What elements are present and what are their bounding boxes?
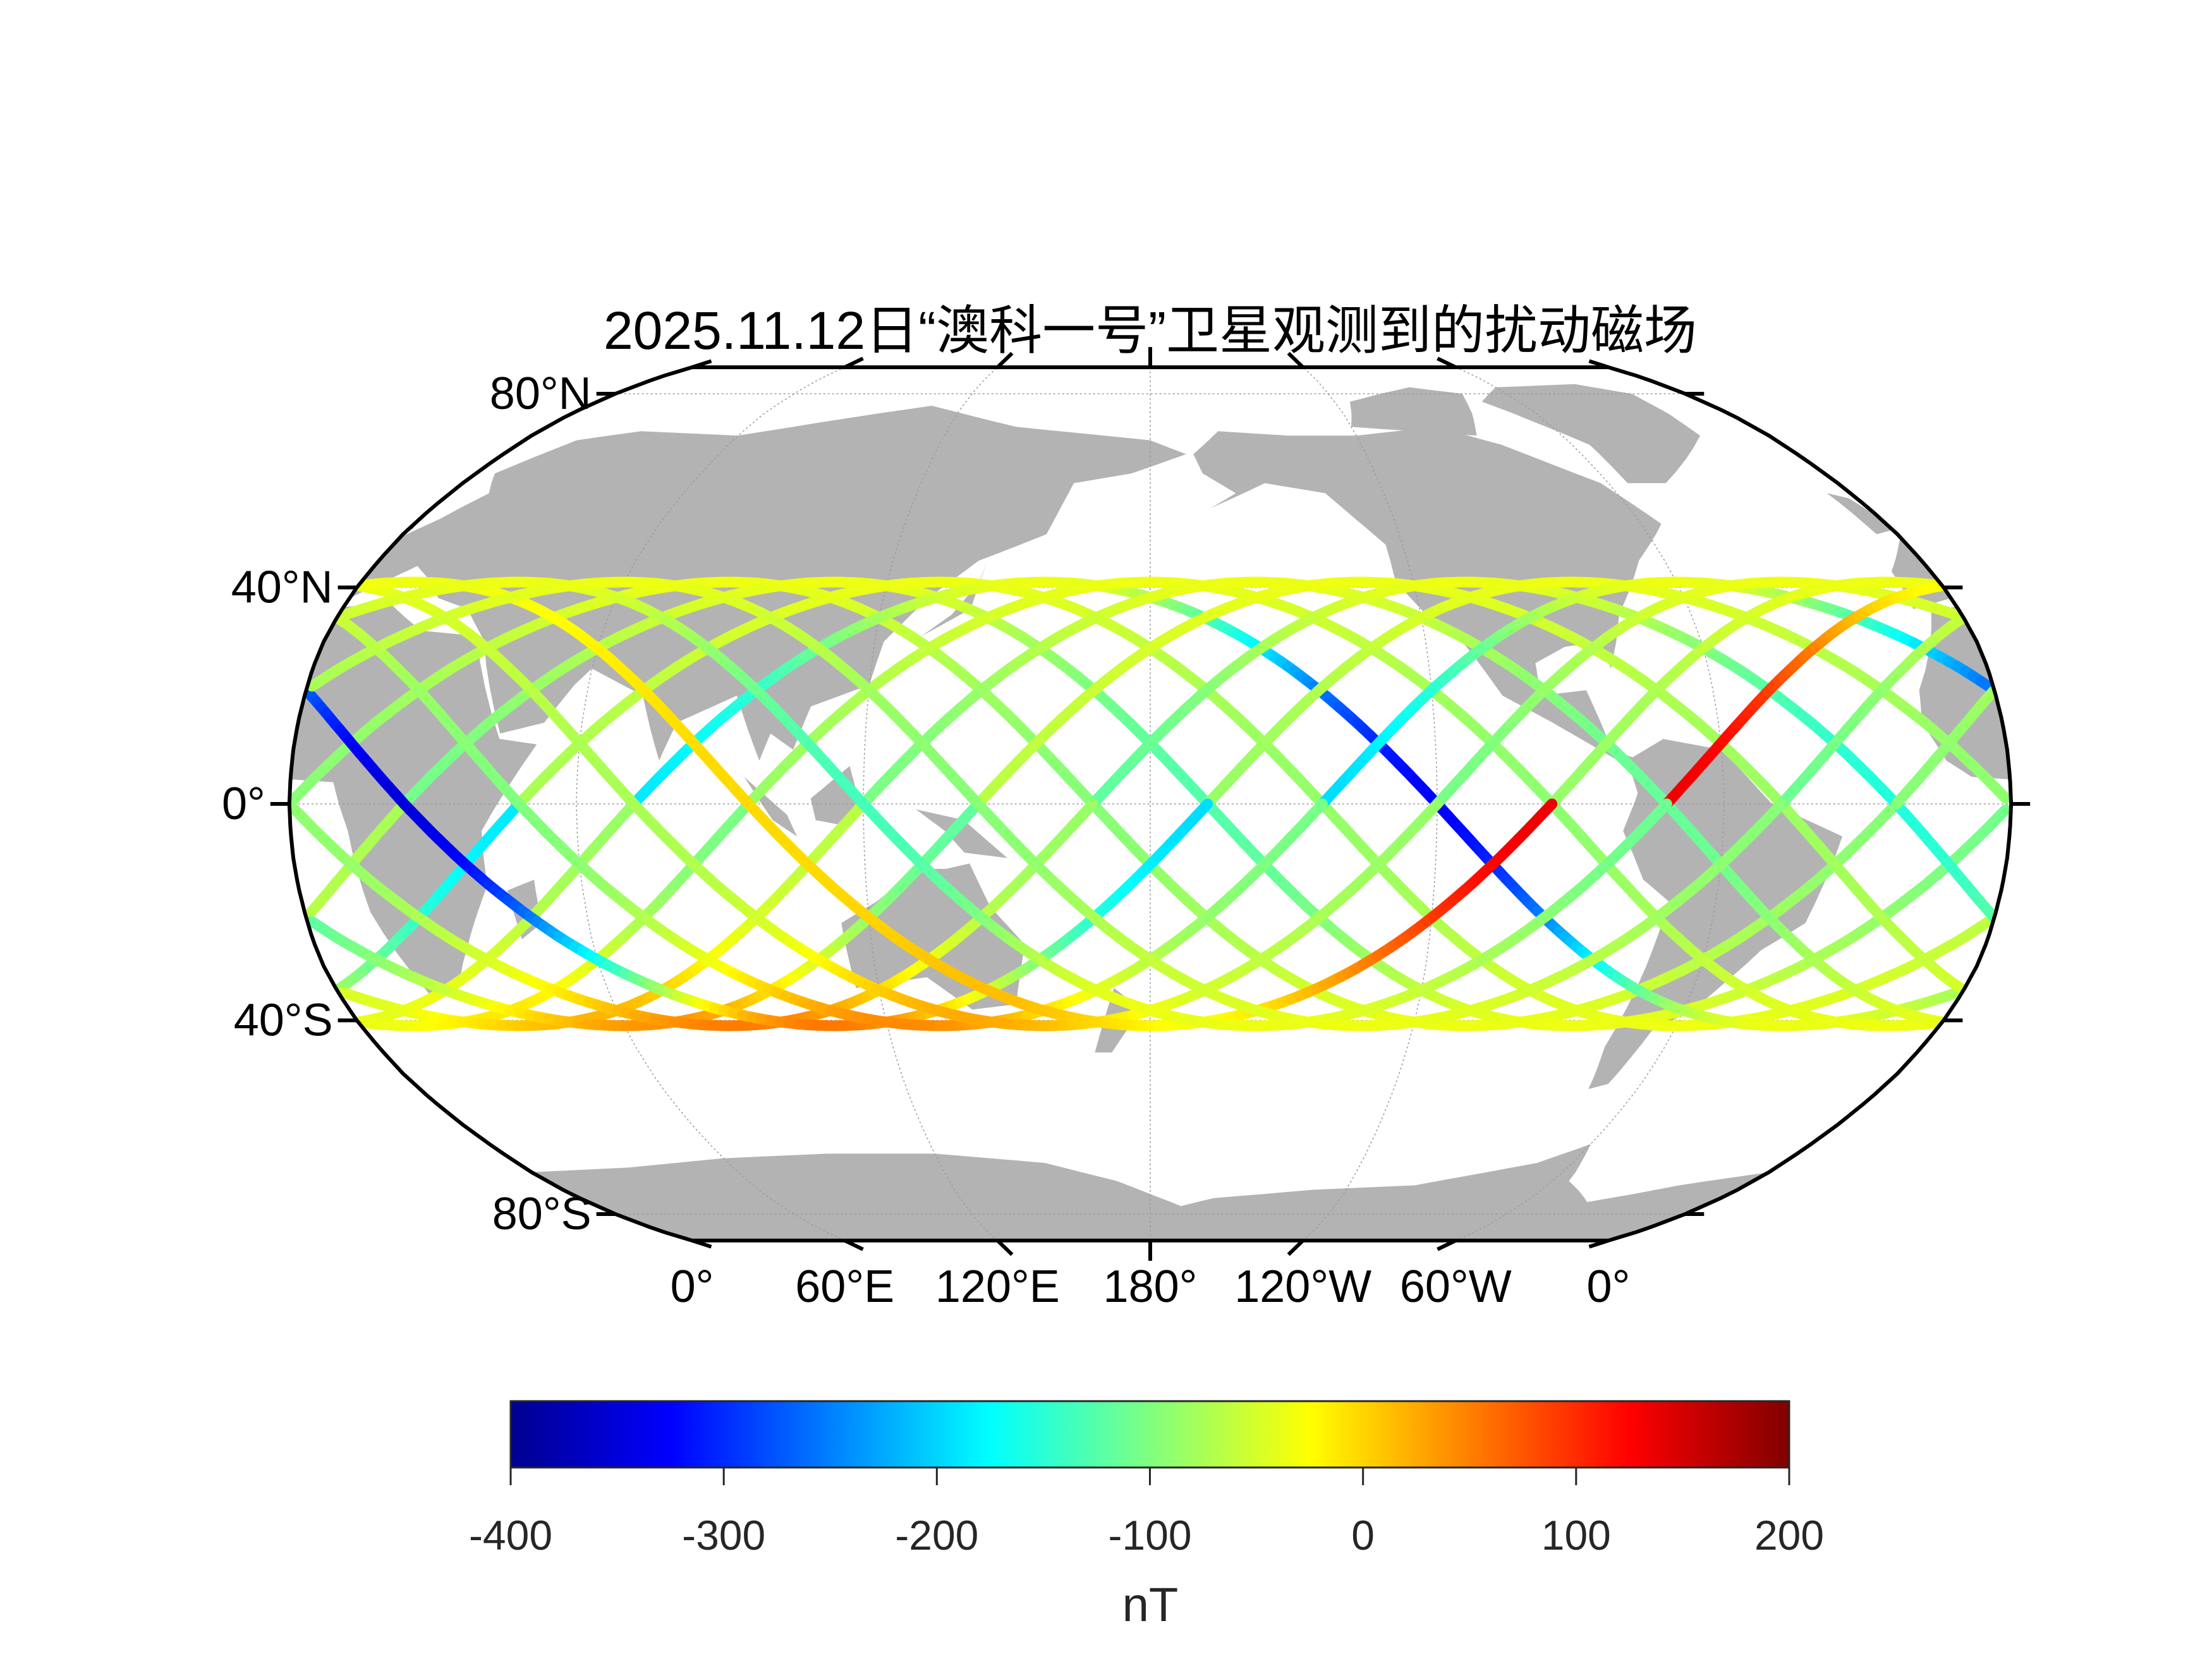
track-segment — [1975, 676, 1994, 692]
lon-label: 120°E — [935, 1261, 1060, 1312]
land-arctic-canada — [1349, 387, 1477, 436]
lon-label: 60°E — [795, 1261, 894, 1312]
track-segment — [1656, 798, 1672, 815]
lon-tick — [996, 351, 1014, 369]
land-new-guinea — [916, 809, 1007, 858]
track-segment — [1983, 686, 1999, 702]
colorbar-tick-label: -300 — [682, 1512, 765, 1559]
land-japan — [921, 561, 988, 636]
lon-tick — [1287, 1239, 1304, 1256]
track-segment — [1994, 787, 2011, 804]
lon-tick — [996, 1239, 1014, 1256]
track-segment — [1983, 906, 1999, 922]
colorbar-tick-label: -100 — [1108, 1512, 1191, 1559]
latitude-labels: 80°N 40°N 0° 40°S 80°S — [222, 368, 592, 1239]
land-arctic-canada — [289, 387, 392, 436]
lat-label: 80°N — [490, 368, 592, 419]
track-segment — [1950, 613, 1967, 628]
lat-label: 0° — [222, 779, 265, 829]
track-segment — [1975, 916, 1994, 932]
lon-tick — [1437, 356, 1457, 369]
track-segment — [1196, 798, 1213, 815]
lon-tick — [691, 359, 712, 369]
lon-tick — [1437, 1239, 1457, 1251]
colorbar-ticks: -400 -300 -200 -100 0 100 200 — [469, 1468, 1824, 1559]
land-south-america — [0, 739, 137, 1089]
track-segment — [1770, 798, 1787, 815]
colorbar: -400 -300 -200 -100 0 100 200 nT — [469, 1400, 1824, 1632]
track-segment — [1928, 1015, 1947, 1028]
land-antarctica — [532, 1144, 1769, 1241]
lon-label: 60°W — [1400, 1261, 1512, 1312]
colorbar-label: nT — [1122, 1578, 1179, 1632]
land-madagascar — [2197, 880, 2212, 939]
track-segment — [1950, 980, 1967, 995]
lon-tick — [691, 1239, 712, 1249]
meridian-line — [1303, 367, 1438, 1241]
lon-label: 0° — [1587, 1261, 1631, 1312]
colorbar-tick-label: -400 — [469, 1512, 552, 1559]
colorbar-tick-label: 100 — [1541, 1512, 1611, 1559]
track-segment — [1426, 798, 1443, 815]
lon-label: 120°W — [1234, 1261, 1371, 1312]
track-segment — [1082, 798, 1098, 815]
lon-label: 0° — [671, 1261, 714, 1312]
meridian-line — [863, 367, 998, 1241]
track-segment — [1541, 798, 1558, 815]
land-south-america — [1588, 739, 1843, 1090]
track-segment — [1942, 606, 1963, 621]
land-greenland — [1481, 384, 1701, 483]
lon-tick — [844, 1239, 864, 1251]
lon-tick — [1588, 1239, 1609, 1249]
land-north-america — [1193, 427, 1662, 766]
land-north-america — [0, 427, 236, 766]
track-segment — [1928, 580, 1947, 593]
track-segment — [1311, 798, 1328, 815]
map — [0, 367, 2212, 1241]
lon-tick — [1287, 351, 1304, 369]
track-segment — [1994, 804, 2011, 821]
lat-label: 40°N — [231, 562, 333, 612]
lon-label: 180° — [1103, 1261, 1198, 1312]
colorbar-tick-label: 0 — [1351, 1512, 1375, 1559]
colorbar-tick-label: -200 — [895, 1512, 978, 1559]
colorbar-gradient — [509, 1400, 1790, 1469]
track-segment — [1942, 987, 1963, 1002]
lat-label: 40°S — [234, 995, 333, 1046]
satellite-tracks — [289, 576, 2011, 1031]
map-ticks — [270, 347, 2031, 1261]
lon-tick — [844, 356, 864, 369]
land-britain — [1826, 493, 1896, 535]
lat-label: 80°S — [492, 1189, 592, 1239]
map-frame — [287, 365, 2014, 1243]
longitude-labels: 0° 60°E 120°E 180° 120°W 60°W 0° — [671, 1261, 1631, 1312]
lon-tick — [1588, 359, 1609, 369]
colorbar-tick-label: 200 — [1754, 1512, 1824, 1559]
